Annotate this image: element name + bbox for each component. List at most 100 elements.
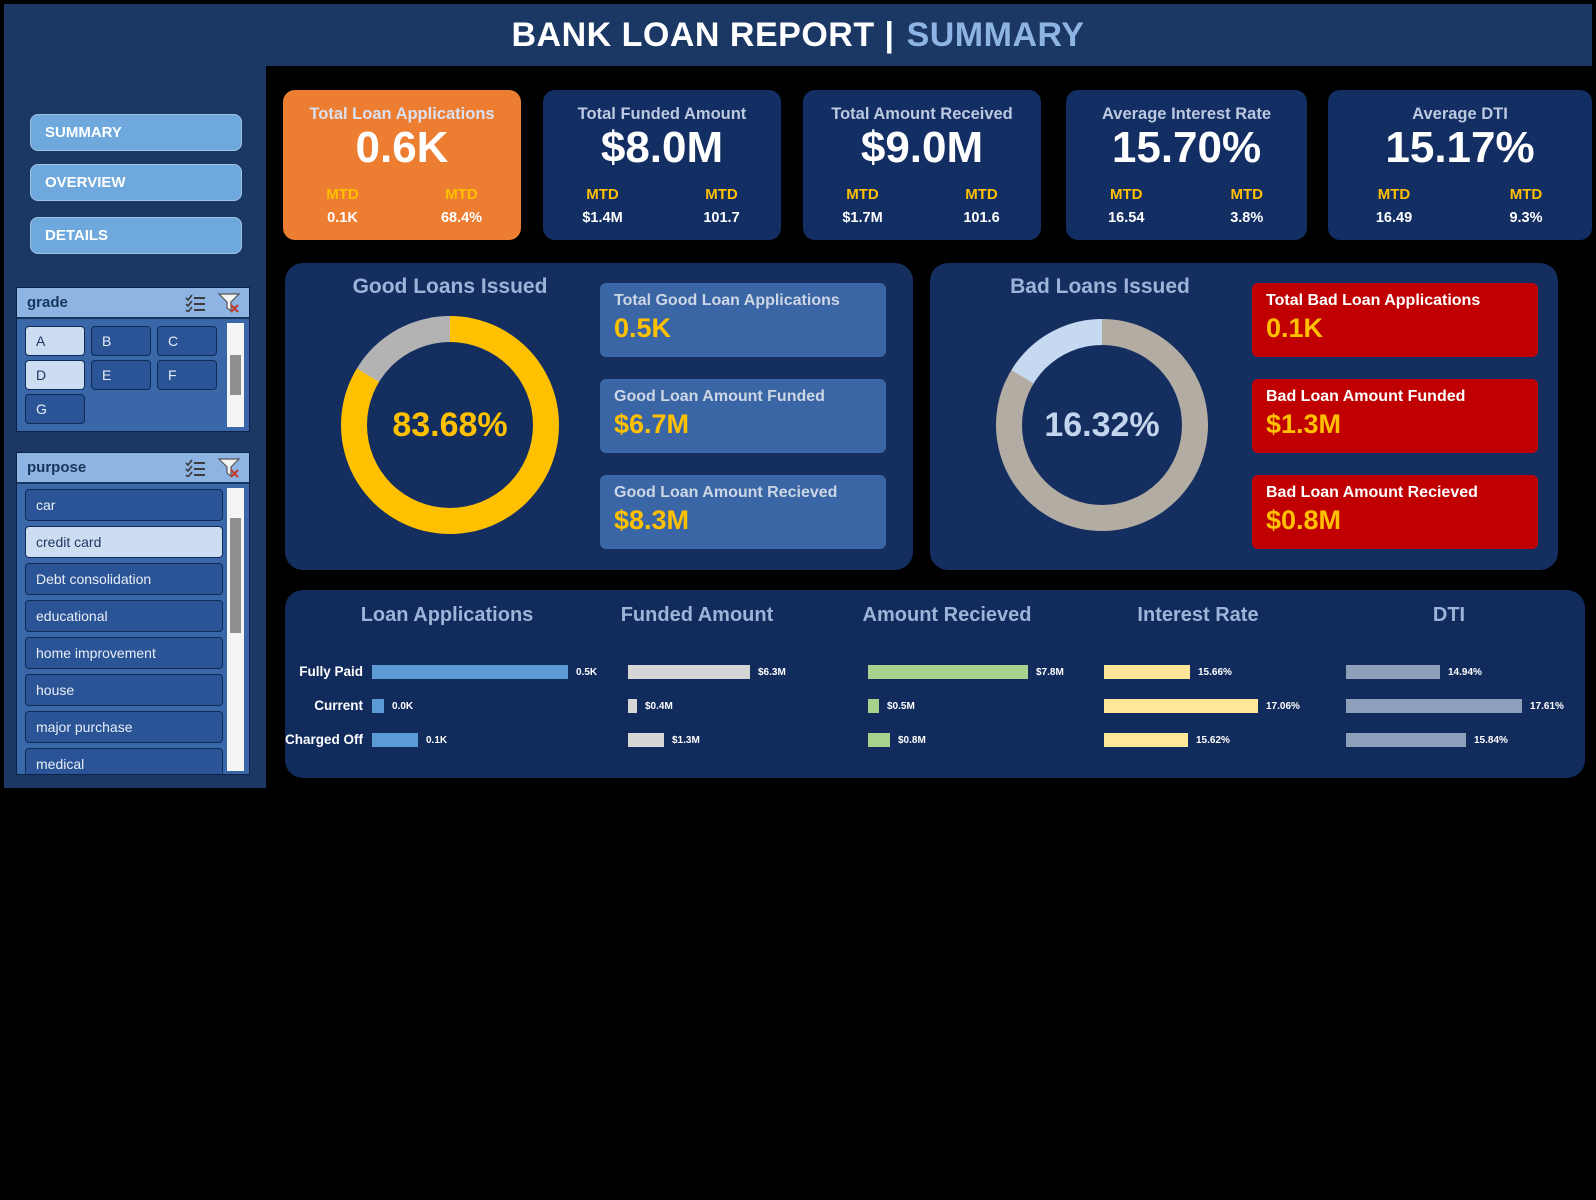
purpose-slicer: purpose car credit card Debt consolidati… xyxy=(16,452,250,775)
bar-funded-amount-fully-paid[interactable] xyxy=(628,665,750,679)
mtd-label: MTD xyxy=(326,186,359,203)
grade-scrollbar-thumb[interactable] xyxy=(230,355,241,395)
clear-filter-icon[interactable] xyxy=(217,292,241,313)
loan-status-panel: Loan Applications Funded Amount Amount R… xyxy=(285,590,1585,778)
mtd-value: 16.54 xyxy=(1108,210,1145,226)
mtd-value: $1.7M xyxy=(842,210,883,226)
column-title-interest-rate: Interest Rate xyxy=(1137,604,1259,626)
kpi-title: Total Funded Amount xyxy=(577,105,747,123)
bar-interest-rate-current[interactable] xyxy=(1104,699,1258,713)
purpose-slicer-header: purpose xyxy=(17,453,249,484)
kpi-value: 15.17% xyxy=(1385,123,1535,172)
purpose-item-credit-card[interactable]: credit card xyxy=(25,526,223,558)
bar-loan-applications-current[interactable] xyxy=(372,699,384,713)
mtd-label: MTD xyxy=(445,186,478,203)
column-title-dti: DTI xyxy=(1432,604,1466,626)
grade-item-c[interactable]: C xyxy=(157,326,217,356)
grade-item-g[interactable]: G xyxy=(25,394,85,424)
kpi-value: 15.70% xyxy=(1111,123,1262,172)
good-loans-panel: Good Loans Issued 83.68% Total Good Loan… xyxy=(285,263,913,570)
bar-amount-recieved-fully-paid[interactable] xyxy=(868,665,1028,679)
nav-button-details[interactable]: DETAILS xyxy=(30,217,242,254)
grade-slicer-header: grade xyxy=(17,288,249,319)
bar-interest-rate-fully-paid[interactable] xyxy=(1104,665,1190,679)
mtd-value: 101.7 xyxy=(703,210,740,226)
grade-slicer-title: grade xyxy=(27,294,68,311)
bad-card-funded: Bad Loan Amount Funded $1.3M xyxy=(1252,379,1538,453)
bar-loan-applications-fully-paid[interactable] xyxy=(372,665,568,679)
purpose-scrollbar[interactable] xyxy=(227,488,244,771)
mtd-value: $1.4M xyxy=(582,210,623,226)
bar-dti-fully-paid[interactable] xyxy=(1346,665,1440,679)
purpose-item-educational[interactable]: educational xyxy=(25,600,223,632)
grade-item-f[interactable]: F xyxy=(157,360,217,390)
bar-interest-rate-charged-off[interactable] xyxy=(1104,733,1188,747)
good-loans-percentage: 83.68% xyxy=(392,405,508,444)
bad-card-received: Bad Loan Amount Recieved $0.8M xyxy=(1252,475,1538,549)
bar-funded-amount-charged-off[interactable] xyxy=(628,733,664,747)
column-title-funded-amount: Funded Amount xyxy=(620,604,774,626)
mtd-label: MTD xyxy=(846,186,879,203)
mtd-value: 68.4% xyxy=(440,210,483,226)
row-label-current: Current xyxy=(314,698,363,713)
bad-card-applications: Total Bad Loan Applications 0.1K xyxy=(1252,283,1538,357)
purpose-item-medical[interactable]: medical xyxy=(25,748,223,774)
bad-loans-donut[interactable]: 16.32% xyxy=(996,319,1208,531)
grade-item-b[interactable]: B xyxy=(91,326,151,356)
bar-dti-current[interactable] xyxy=(1346,699,1522,713)
purpose-item-car[interactable]: car xyxy=(25,489,223,521)
kpi-value: $8.0M xyxy=(600,123,724,172)
kpi-title: Average Interest Rate xyxy=(1101,105,1272,123)
mtd-label: MTD xyxy=(1110,186,1143,203)
good-loans-donut[interactable]: 83.68% xyxy=(341,316,559,534)
nav-button-summary[interactable]: SUMMARY xyxy=(30,114,242,151)
row-label-charged-off: Charged Off xyxy=(285,732,364,747)
nav-button-overview[interactable]: OVERVIEW xyxy=(30,164,242,201)
bad-loans-panel: Bad Loans Issued 16.32% Total Bad Loan A… xyxy=(930,263,1558,570)
purpose-item-house[interactable]: house xyxy=(25,674,223,706)
clear-filter-icon[interactable] xyxy=(217,457,241,478)
mtd-value: 0.1K xyxy=(327,210,358,226)
bar-amount-recieved-charged-off[interactable] xyxy=(868,733,890,747)
mtd-label: MTD xyxy=(965,186,998,203)
report-title: BANK LOAN REPORT | xyxy=(511,15,895,54)
kpi-total-amount-received: Total Amount Received $9.0M MTD $1.7M MTD… xyxy=(803,90,1041,240)
mtd-label: MTD xyxy=(1509,186,1543,203)
title-bar: BANK LOAN REPORT | SUMMARY xyxy=(4,4,1592,66)
purpose-item-debt-consolidation[interactable]: Debt consolidation xyxy=(25,563,223,595)
good-card-funded: Good Loan Amount Funded $6.7M xyxy=(600,379,886,453)
kpi-title: Average DTI xyxy=(1412,105,1508,123)
bar-funded-amount-current[interactable] xyxy=(628,699,637,713)
kpi-value: 0.6K xyxy=(355,123,449,172)
grade-item-d[interactable]: D xyxy=(25,360,85,390)
kpi-average-interest-rate: Average Interest Rate 15.70% MTD 16.54 MT… xyxy=(1066,90,1307,240)
good-card-received: Good Loan Amount Recieved $8.3M xyxy=(600,475,886,549)
good-loans-title: Good Loans Issued xyxy=(352,275,548,298)
kpi-total-funded-amount: Total Funded Amount $8.0M MTD $1.4M MTD 10… xyxy=(543,90,781,240)
bar-amount-recieved-current[interactable] xyxy=(868,699,879,713)
grade-item-a[interactable]: A xyxy=(25,326,85,356)
column-title-loan-applications: Loan Applications xyxy=(360,604,534,626)
bar-dti-charged-off[interactable] xyxy=(1346,733,1466,747)
mtd-label: MTD xyxy=(586,186,619,203)
mtd-label: MTD xyxy=(1230,186,1264,203)
mtd-value: 9.3% xyxy=(1509,210,1543,226)
column-title-amount-recieved: Amount Recieved xyxy=(862,604,1032,626)
mtd-label: MTD xyxy=(705,186,738,203)
purpose-scrollbar-thumb[interactable] xyxy=(230,518,241,633)
purpose-item-major-purchase[interactable]: major purchase xyxy=(25,711,223,743)
grade-scrollbar[interactable] xyxy=(227,323,244,427)
bar-loan-applications-charged-off[interactable] xyxy=(372,733,418,747)
bad-loans-title: Bad Loans Issued xyxy=(1010,275,1190,298)
grade-item-e[interactable]: E xyxy=(91,360,151,390)
kpi-value: $9.0M xyxy=(860,123,984,172)
select-all-icon[interactable] xyxy=(185,459,209,477)
kpi-total-loan-applications: Total Loan Applications 0.6K MTD 0.1K MTD… xyxy=(283,90,521,240)
mtd-value: 3.8% xyxy=(1230,210,1264,226)
select-all-icon[interactable] xyxy=(185,294,209,312)
row-label-fully-paid: Fully Paid xyxy=(299,664,363,679)
purpose-item-home-improvement[interactable]: home improvement xyxy=(25,637,223,669)
mtd-value: 16.49 xyxy=(1375,210,1413,226)
page-title: SUMMARY xyxy=(906,15,1085,54)
